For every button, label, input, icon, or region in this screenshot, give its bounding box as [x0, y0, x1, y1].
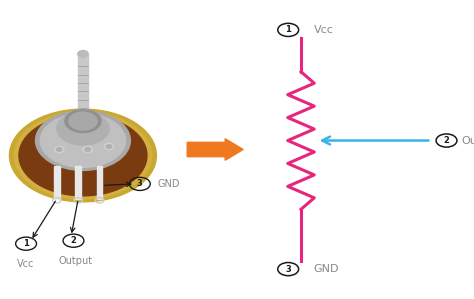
Text: GND: GND	[157, 179, 180, 189]
Text: 2: 2	[444, 136, 449, 145]
Circle shape	[19, 115, 147, 196]
Circle shape	[56, 148, 62, 151]
Circle shape	[83, 147, 92, 152]
Text: 1: 1	[23, 239, 29, 248]
Bar	[78, 54, 88, 120]
Text: 3: 3	[137, 179, 143, 188]
Circle shape	[78, 51, 88, 57]
Text: Vcc: Vcc	[314, 25, 334, 35]
Circle shape	[106, 145, 112, 148]
Circle shape	[14, 112, 152, 199]
Circle shape	[85, 148, 91, 151]
Circle shape	[9, 109, 156, 202]
Bar	[75, 166, 81, 199]
Bar	[97, 166, 102, 199]
FancyArrow shape	[187, 139, 243, 160]
Text: Vcc: Vcc	[18, 259, 35, 269]
Text: GND: GND	[314, 264, 339, 274]
Text: 2: 2	[71, 236, 76, 245]
Bar	[54, 166, 60, 199]
Text: Output: Output	[59, 256, 93, 266]
Circle shape	[104, 144, 114, 150]
Text: 3: 3	[285, 265, 291, 274]
Circle shape	[65, 110, 101, 132]
Circle shape	[36, 111, 130, 170]
Circle shape	[40, 114, 126, 167]
Text: 1: 1	[285, 25, 291, 34]
Circle shape	[69, 112, 97, 130]
Text: Output: Output	[462, 135, 474, 146]
Circle shape	[55, 147, 64, 152]
Circle shape	[57, 112, 109, 145]
